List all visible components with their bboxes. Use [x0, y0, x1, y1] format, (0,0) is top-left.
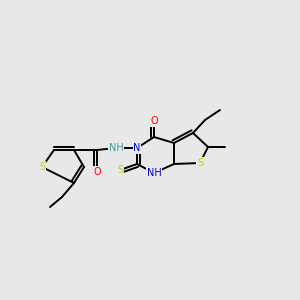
Text: S: S [39, 162, 45, 172]
Text: O: O [93, 167, 101, 177]
Text: N: N [133, 143, 141, 153]
Text: NH: NH [109, 143, 123, 153]
Text: NH: NH [147, 168, 161, 178]
Text: S: S [197, 158, 203, 168]
Text: O: O [150, 116, 158, 126]
Text: S: S [117, 165, 123, 175]
